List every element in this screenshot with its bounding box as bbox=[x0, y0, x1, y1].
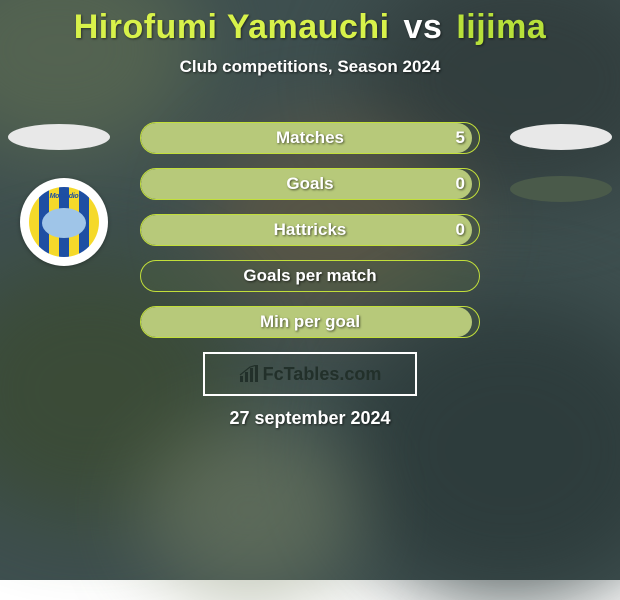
stat-bar: Hattricks 0 bbox=[140, 214, 480, 246]
stat-label: Goals bbox=[286, 174, 333, 194]
stat-bar: Goals per match bbox=[140, 260, 480, 292]
brand-box: FcTables.com bbox=[203, 352, 417, 396]
stat-label: Goals per match bbox=[243, 266, 376, 286]
stat-bar: Goals 0 bbox=[140, 168, 480, 200]
stat-value-right: 0 bbox=[456, 174, 465, 194]
stat-bar: Min per goal bbox=[140, 306, 480, 338]
player1-placeholder-oval bbox=[8, 124, 110, 150]
comparison-title: Hirofumi Yamauchi vs Iijima bbox=[0, 0, 620, 47]
player2-name: Iijima bbox=[456, 8, 546, 46]
stat-label: Matches bbox=[276, 128, 344, 148]
player2-placeholder-oval-1 bbox=[510, 124, 612, 150]
date-text: 27 september 2024 bbox=[0, 408, 620, 429]
brand-text: FcTables.com bbox=[263, 364, 382, 385]
infographic-content: Hirofumi Yamauchi vs Iijima Club competi… bbox=[0, 0, 620, 580]
brand-bars-icon bbox=[239, 365, 259, 383]
stat-bars: Matches 5 Goals 0 Hattricks 0 Goals per match M… bbox=[140, 122, 480, 352]
club-badge-oval bbox=[42, 208, 86, 238]
vs-text: vs bbox=[404, 8, 443, 46]
stat-value-right: 0 bbox=[456, 220, 465, 240]
club-badge-inner: Montedio bbox=[29, 187, 99, 257]
stat-label: Min per goal bbox=[260, 312, 360, 332]
club-badge-text: Montedio bbox=[29, 193, 99, 200]
stat-label: Hattricks bbox=[274, 220, 347, 240]
club-badge: Montedio bbox=[20, 178, 108, 266]
player2-placeholder-oval-2 bbox=[510, 176, 612, 202]
stat-value-right: 5 bbox=[456, 128, 465, 148]
stat-bar: Matches 5 bbox=[140, 122, 480, 154]
subtitle-text: Club competitions, Season 2024 bbox=[0, 57, 620, 77]
player1-name: Hirofumi Yamauchi bbox=[74, 8, 390, 46]
